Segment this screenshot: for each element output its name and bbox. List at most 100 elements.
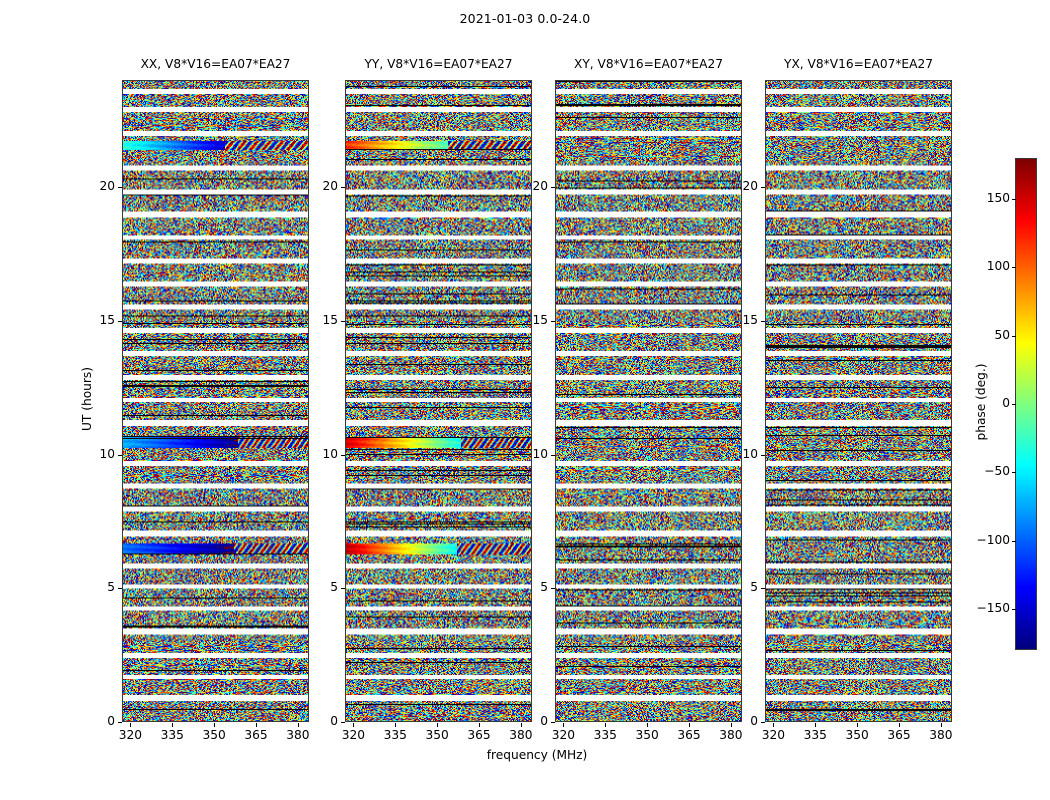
x-tick-label: 320 [551,728,575,742]
panel-title-xx: XX, V8*V16=EA07*EA27 [140,57,291,71]
x-tick-mark [478,723,480,727]
y-tick-mark [551,187,555,188]
y-tick-mark [761,320,765,322]
x-tick-mark [353,723,355,727]
x-tick-label: 365 [467,728,491,742]
y-tick-mark [551,454,555,456]
colorbar-tick-mark [1012,609,1016,610]
y-tick-mark [761,722,765,723]
y-tick-mark [341,320,345,322]
y-tick-label: 5 [330,580,338,595]
x-tick-mark [857,723,859,727]
x-tick-label: 380 [929,728,953,742]
x-tick-mark [172,723,174,727]
colorbar-tick-mark [1012,199,1016,200]
colorbar-tick-mark [1012,540,1016,542]
x-tick-mark [898,723,900,727]
x-tick-mark [773,723,775,727]
y-axis-label: UT (hours) [80,367,94,432]
x-tick-mark [437,723,439,727]
x-tick-label: 350 [202,728,226,742]
panel-title-yx: YX, V8*V16=EA07*EA27 [784,57,933,71]
y-tick-mark [341,454,345,456]
y-tick-mark [761,454,765,456]
panel-title-xy: XY, V8*V16=EA07*EA27 [574,57,723,71]
colorbar-tick-mark [1012,267,1016,269]
figure-suptitle: 2021-01-03 0.0-24.0 [459,11,591,26]
y-tick-label: 15 [322,312,338,327]
x-tick-label: 380 [719,728,743,742]
x-tick-label: 380 [286,728,310,742]
colorbar[interactable] [1015,158,1037,650]
colorbar-tick-label: −100 [976,532,1010,547]
x-tick-label: 350 [425,728,449,742]
colorbar-tick-label: −150 [976,601,1010,615]
heatmap-panel-xy[interactable] [555,80,742,722]
x-tick-mark [520,723,522,727]
y-tick-label: 15 [742,312,758,327]
x-tick-mark [297,723,299,727]
colorbar-tick-label: 50 [994,327,1010,342]
x-tick-mark [730,723,732,727]
y-tick-label: 15 [99,312,115,327]
y-tick-mark [341,722,345,723]
y-tick-label: 10 [322,446,338,461]
x-tick-label: 320 [341,728,365,742]
y-tick-label: 10 [742,446,758,461]
x-tick-mark [130,723,132,727]
heatmap-panel-xx[interactable] [122,80,309,722]
colorbar-tick-mark [1012,404,1016,405]
y-tick-mark [551,722,555,723]
x-tick-mark [395,723,397,727]
x-tick-label: 380 [509,728,533,742]
y-tick-label: 15 [532,312,548,327]
x-tick-mark [605,723,607,727]
y-tick-label: 5 [750,580,758,595]
x-tick-label: 335 [803,728,827,742]
colorbar-tick-label: 0 [1002,396,1010,410]
y-tick-mark [118,187,122,188]
colorbar-tick-mark [1012,472,1016,474]
y-tick-label: 10 [99,446,115,461]
panel-title-yy: YY, V8*V16=EA07*EA27 [364,57,513,71]
x-tick-label: 365 [677,728,701,742]
heatmap-panel-yy[interactable] [345,80,532,722]
y-tick-label: 0 [107,714,115,728]
y-tick-label: 5 [540,580,548,595]
x-tick-label: 350 [845,728,869,742]
y-tick-mark [551,320,555,322]
x-tick-mark [255,723,257,727]
heatmap-panel-yx[interactable] [765,80,952,722]
colorbar-tick-mark [1012,335,1016,337]
y-tick-label: 20 [532,179,548,193]
x-axis-label: frequency (MHz) [486,748,588,762]
y-tick-mark [761,187,765,188]
colorbar-tick-label: 150 [986,191,1010,205]
y-tick-mark [761,588,765,590]
y-tick-label: 20 [99,179,115,193]
x-tick-mark [647,723,649,727]
x-tick-mark [214,723,216,727]
x-tick-label: 320 [118,728,142,742]
colorbar-tick-label: −50 [984,464,1010,479]
y-tick-label: 5 [107,580,115,595]
y-tick-label: 0 [750,714,758,728]
x-tick-label: 335 [593,728,617,742]
y-tick-label: 20 [742,179,758,193]
x-tick-label: 335 [383,728,407,742]
x-tick-mark [563,723,565,727]
x-tick-label: 335 [160,728,184,742]
x-tick-mark [940,723,942,727]
y-tick-mark [118,454,122,456]
x-tick-mark [815,723,817,727]
y-tick-label: 10 [532,446,548,461]
y-tick-mark [341,588,345,590]
y-tick-mark [118,588,122,590]
colorbar-tick-label: 100 [986,259,1010,274]
y-tick-mark [118,320,122,322]
y-tick-label: 0 [330,714,338,728]
y-tick-mark [551,588,555,590]
x-tick-label: 320 [761,728,785,742]
x-tick-label: 350 [635,728,659,742]
